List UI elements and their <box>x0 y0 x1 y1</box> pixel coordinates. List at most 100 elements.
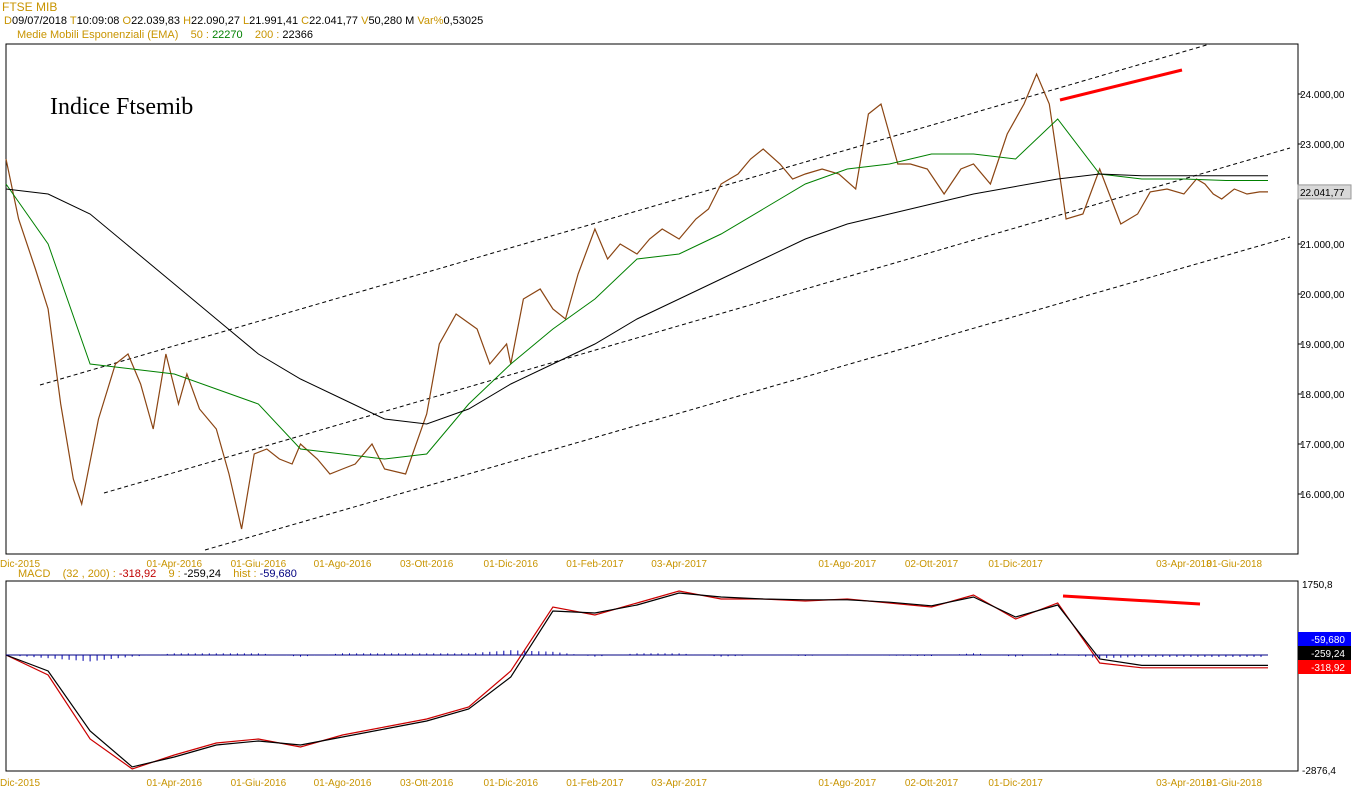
macd-value: -318,92 <box>118 568 157 580</box>
last-value-box <box>1297 184 1352 200</box>
x-tick-label: 01-Giu-2016 <box>231 559 287 570</box>
instrument-name: FTSE MIB <box>2 0 58 14</box>
y-tick-label: 24.000,00 <box>1300 90 1345 101</box>
x-tick-label: 01-Giu-2018 <box>1207 559 1263 570</box>
price-divergence-line <box>1059 68 1183 102</box>
x-tick-label: 01-Giu-2018 <box>1207 778 1263 789</box>
x-tick-label: 01-Dic-2017 <box>988 778 1043 789</box>
macd-y-tick-label: -2876,4 <box>1302 766 1336 777</box>
macd-y-axis: 1750,8 -2876,4 -59,680 -259,24 -318,92 <box>1298 580 1351 777</box>
last-value-label: 22.041,77 <box>1300 188 1345 199</box>
time-value: 10:09:08 <box>76 15 120 27</box>
y-tick-label: 19.000,00 <box>1300 340 1345 351</box>
macd-series-line-1 <box>5 592 1268 768</box>
channel-upper-line <box>39 43 1211 386</box>
macd-params: (32 , 200) : <box>62 568 116 580</box>
macd-y-tick-label: 1750,8 <box>1302 580 1333 591</box>
price-y-axis: 24.000,0023.000,0022.000,0021.000,0020.0… <box>1297 90 1352 501</box>
macd-series-group <box>5 590 1268 770</box>
x-tick-label: 01-Dic-2016 <box>484 559 539 570</box>
date-value: 09/07/2018 <box>11 15 68 27</box>
signal-label: 9 : <box>168 568 181 580</box>
time-label: T <box>69 15 77 27</box>
macd-value-label: -259,24 <box>1311 649 1345 660</box>
open-label: O <box>122 15 132 27</box>
x-tick-label: 01-Ago-2017 <box>818 778 876 789</box>
macd-histogram <box>5 650 1268 662</box>
var-label: Var% <box>417 15 444 27</box>
x-tick-label: 01-Giu-2016 <box>231 778 287 789</box>
y-tick-label: 18.000,00 <box>1300 390 1345 401</box>
price-panel-frame <box>5 43 1299 555</box>
ema200-label: 200 : <box>254 29 280 41</box>
x-tick-label: 01-Feb-2017 <box>566 559 624 570</box>
ema-label: Medie Mobili Esponenziali (EMA) <box>17 29 179 41</box>
macd-legend: MACD (32 , 200) : -318,92 9 : -259,24 hi… <box>18 568 297 580</box>
x-tick-label: 03-Apr-2017 <box>651 778 707 789</box>
instrument-title: FTSE MIB <box>2 0 57 14</box>
open-value: 22.039,83 <box>131 15 180 27</box>
macd-value-label: -318,92 <box>1311 663 1345 674</box>
low-value: 21.991,41 <box>249 15 299 27</box>
y-tick-label: 20.000,00 <box>1300 290 1345 301</box>
var-value: 0,53025 <box>443 15 484 27</box>
close-label: C <box>301 15 310 27</box>
channel-lower-line <box>204 236 1291 551</box>
high-value: 22.090,27 <box>191 15 240 27</box>
x-tick-label: 01-Feb-2017 <box>566 778 624 789</box>
signal-value: -259,24 <box>183 568 222 580</box>
x-tick-label: 03-Ott-2016 <box>400 778 454 789</box>
ema50-label: 50 : <box>190 29 209 41</box>
macd-value-box <box>1298 632 1351 646</box>
y-tick-label: 23.000,00 <box>1300 140 1345 151</box>
high-label: H <box>183 15 192 27</box>
hist-value: -59,680 <box>259 568 297 580</box>
macd-value-box <box>1298 660 1351 674</box>
ema50-value: 22270 <box>212 29 243 41</box>
macd-divergence-line <box>1062 594 1201 606</box>
price-series-line-1 <box>5 118 1268 460</box>
macd-value-box <box>1298 646 1351 660</box>
low-label: L <box>243 15 250 27</box>
chart-annotation: Indice Ftsemib <box>50 94 193 120</box>
macd-value-label: -59,680 <box>1311 635 1345 646</box>
ema200-value: 22366 <box>282 29 314 41</box>
x-tick-label: 01-Ago-2017 <box>818 559 876 570</box>
x-tick-label: Dic-2015 <box>0 778 40 789</box>
x-tick-label: 03-Apr-2017 <box>651 559 707 570</box>
x-tick-label: 01-Apr-2016 <box>147 778 203 789</box>
price-series-line-2 <box>5 173 1268 425</box>
y-tick-label: 21.000,00 <box>1300 240 1345 251</box>
ema-legend: Medie Mobili Esponenziali (EMA) 50 : 222… <box>17 29 313 41</box>
x-tick-label: 01-Ago-2016 <box>314 778 372 789</box>
channel-middle-line <box>103 147 1291 494</box>
macd-x-axis: Dic-2015 01-Apr-2016 01-Giu-2016 01-Ago-201… <box>0 778 1263 789</box>
x-tick-label: 03-Apr-2018 <box>1156 559 1212 570</box>
macd-series-line-0 <box>5 590 1268 770</box>
volume-value: 50,280 M <box>368 15 415 27</box>
x-tick-label: 03-Ott-2016 <box>400 559 454 570</box>
date-label: D <box>4 15 12 27</box>
x-tick-label: 02-Ott-2017 <box>905 559 959 570</box>
price-x-axis: Dic-2015 01-Apr-2016 01-Giu-2016 01-Ago-201… <box>0 559 1263 570</box>
macd-label: MACD <box>18 568 51 580</box>
y-tick-label: 16.000,00 <box>1300 490 1345 501</box>
x-tick-label: 01-Dic-2017 <box>988 559 1043 570</box>
x-tick-label: 01-Ago-2016 <box>314 559 372 570</box>
x-tick-label: 01-Dic-2016 <box>484 778 539 789</box>
trend-channel-lines <box>39 43 1291 551</box>
y-tick-label: 17.000,00 <box>1300 440 1345 451</box>
x-tick-label: 01-Apr-2016 <box>147 559 203 570</box>
x-tick-label: 03-Apr-2018 <box>1156 778 1212 789</box>
close-value: 22.041,77 <box>309 15 359 27</box>
price-series-line-0 <box>5 72 1268 530</box>
x-tick-label: 02-Ott-2017 <box>905 778 959 789</box>
volume-label: V <box>361 15 369 27</box>
x-tick-label: Dic-2015 <box>0 559 40 570</box>
macd-panel-frame <box>5 580 1299 772</box>
hist-label: hist : <box>233 568 257 580</box>
quote-bar: D09/07/2018 T10:09:08 O22.039,83 H22.090… <box>4 15 483 27</box>
price-series-group <box>5 72 1268 530</box>
